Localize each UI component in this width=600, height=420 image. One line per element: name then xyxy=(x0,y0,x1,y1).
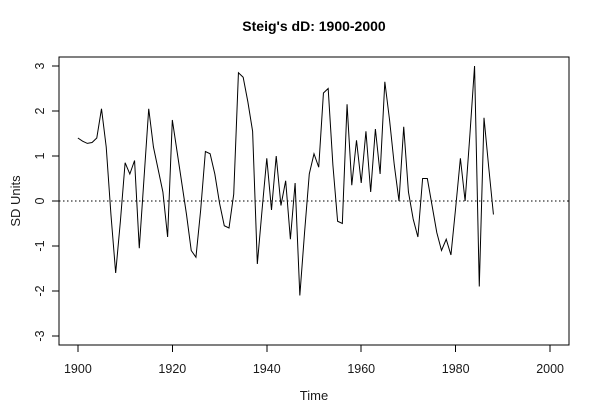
y-tick-label: 2 xyxy=(33,107,47,114)
y-tick-label: -1 xyxy=(33,240,47,251)
x-tick-label: 1900 xyxy=(64,362,92,376)
y-axis-label: SD Units xyxy=(8,175,23,227)
y-tick-label: -3 xyxy=(33,330,47,341)
chart-title: Steig's dD: 1900-2000 xyxy=(242,18,386,34)
y-tick-label: 0 xyxy=(33,197,47,204)
y-tick-label: 3 xyxy=(33,62,47,69)
y-tick-label: -2 xyxy=(33,285,47,296)
plot-area: -3 -2 -1 0 1 2 3 1900 1920 1940 1960 1980 2000 xyxy=(33,56,570,376)
x-tick-label: 1980 xyxy=(442,362,470,376)
x-axis-label: Time xyxy=(300,388,328,403)
y-tick-label: 1 xyxy=(33,152,47,159)
data-series-line xyxy=(77,65,494,296)
x-tick-label: 1920 xyxy=(158,362,186,376)
x-tick-label: 1940 xyxy=(253,362,281,376)
x-tick-label: 1960 xyxy=(347,362,375,376)
x-tick-label: 2000 xyxy=(536,362,564,376)
